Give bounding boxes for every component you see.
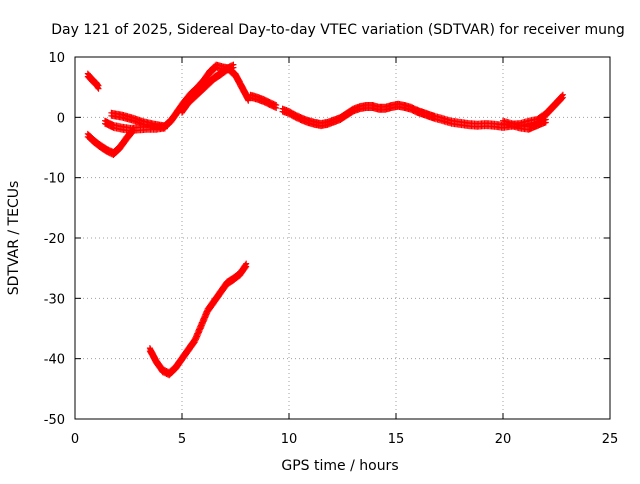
data-series-track-5 bbox=[161, 61, 252, 131]
x-tick-label: 10 bbox=[281, 432, 298, 447]
x-tick-label: 5 bbox=[178, 432, 186, 447]
data-series-track-7 bbox=[247, 91, 280, 111]
data-series-track-1 bbox=[84, 70, 102, 92]
marker-track bbox=[247, 91, 280, 111]
data-series-track-6 bbox=[179, 61, 237, 116]
chart-title: Day 121 of 2025, Sidereal Day-to-day VTE… bbox=[51, 22, 625, 38]
data-series-track-10 bbox=[500, 116, 549, 133]
y-axis-title: SDTVAR / TECUs bbox=[6, 181, 22, 296]
x-tick-label: 20 bbox=[495, 432, 512, 447]
marker-track bbox=[500, 116, 549, 133]
x-tick-label: 15 bbox=[388, 432, 405, 447]
marker-track bbox=[179, 61, 237, 116]
data-series-track-11 bbox=[146, 260, 250, 379]
y-tick-label: -20 bbox=[44, 232, 65, 247]
marker-track bbox=[146, 260, 250, 379]
y-tick-labels: -50 -40 -30 -20 -10 0 10 bbox=[44, 51, 65, 428]
x-axis-title: GPS time / hours bbox=[281, 458, 398, 474]
y-tick-label: 0 bbox=[57, 111, 65, 126]
y-tick-label: 10 bbox=[48, 51, 65, 66]
x-tick-label: 25 bbox=[602, 432, 619, 447]
marker-track bbox=[108, 109, 168, 132]
y-tick-label: -30 bbox=[44, 292, 65, 307]
x-tick-labels: 0 5 10 15 20 25 bbox=[71, 432, 618, 447]
y-tick-label: -50 bbox=[44, 413, 65, 428]
x-tick-label: 0 bbox=[71, 432, 79, 447]
y-tick-label: -10 bbox=[44, 172, 65, 187]
data-points bbox=[84, 61, 566, 379]
marker-track bbox=[279, 100, 421, 130]
data-series-track-4 bbox=[108, 109, 168, 132]
grid-lines bbox=[75, 57, 610, 419]
axis-ticks bbox=[74, 56, 611, 420]
marker-track bbox=[161, 61, 252, 131]
marker-track bbox=[84, 70, 102, 92]
y-tick-label: -40 bbox=[44, 353, 65, 368]
data-series-track-8 bbox=[279, 100, 421, 130]
